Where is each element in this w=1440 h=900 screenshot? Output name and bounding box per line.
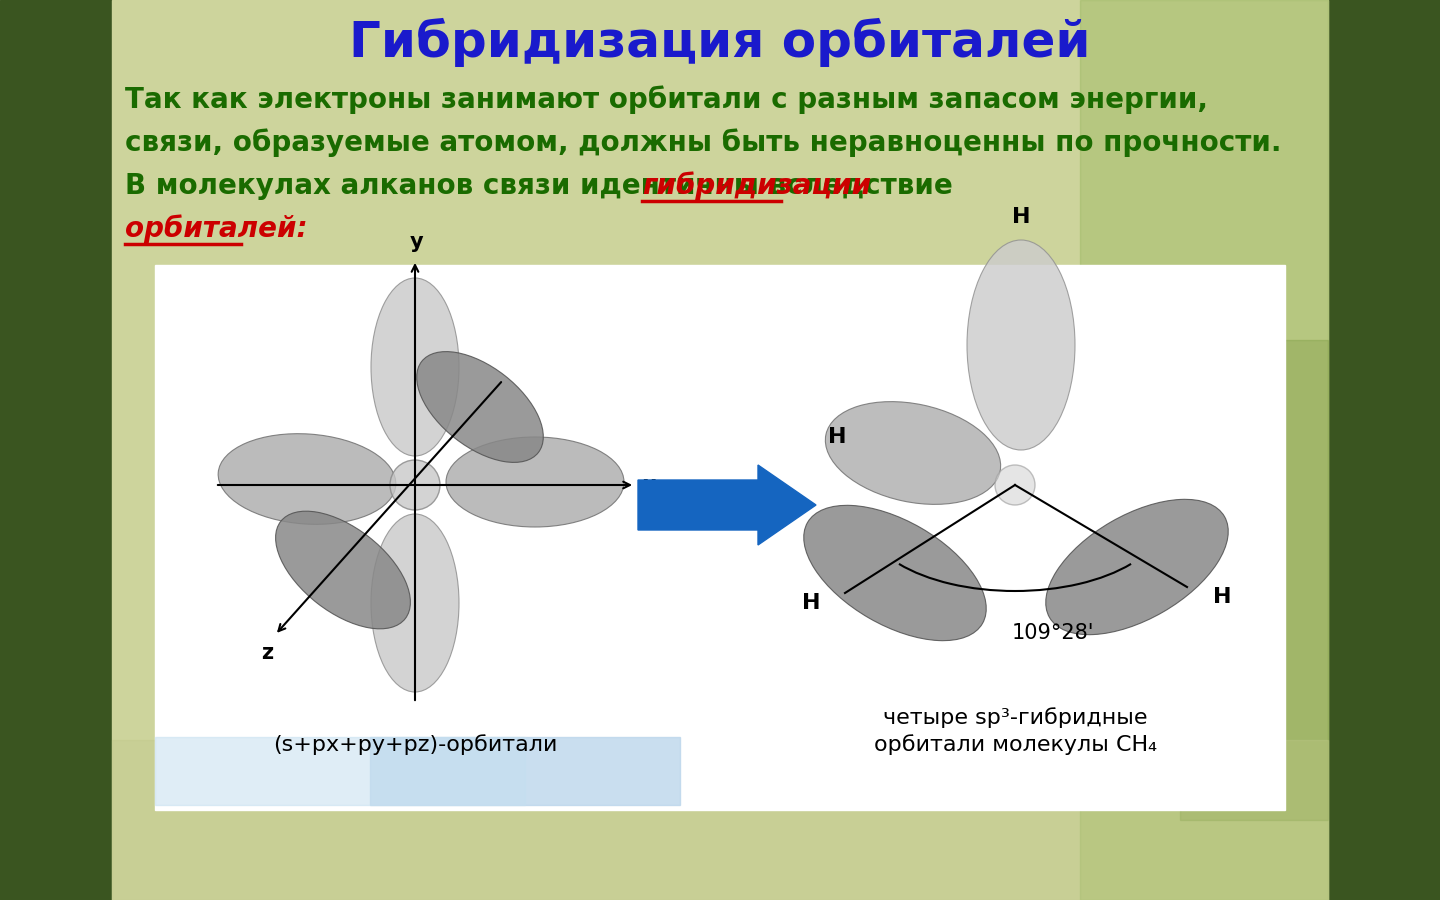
Ellipse shape	[1045, 500, 1228, 634]
Ellipse shape	[804, 505, 986, 641]
Ellipse shape	[995, 465, 1035, 505]
Bar	[370, 737, 680, 805]
Ellipse shape	[825, 401, 1001, 504]
Text: В молекулах алканов связи идентичны вследствие: В молекулах алканов связи идентичны всле…	[125, 172, 962, 200]
Text: четыре sp³-гибридные: четыре sp³-гибридные	[883, 707, 1148, 728]
Ellipse shape	[275, 511, 410, 629]
Text: 109°28': 109°28'	[1012, 623, 1094, 643]
Ellipse shape	[968, 240, 1076, 450]
Text: H: H	[1212, 587, 1231, 607]
Bar	[112, 740, 1328, 900]
Text: орбитали молекулы CH₄: орбитали молекулы CH₄	[874, 734, 1156, 755]
Text: гибридизации: гибридизации	[642, 172, 871, 201]
Text: x: x	[644, 475, 657, 495]
Bar	[156, 265, 1284, 810]
Text: Так как электроны занимают орбитали с разным запасом энергии,: Так как электроны занимают орбитали с ра…	[125, 86, 1208, 114]
Text: z: z	[261, 643, 274, 663]
Ellipse shape	[446, 437, 624, 527]
Ellipse shape	[416, 352, 543, 463]
FancyArrow shape	[638, 465, 816, 545]
Text: Гибридизация орбиталей: Гибридизация орбиталей	[350, 17, 1090, 67]
Bar	[156, 737, 526, 805]
Ellipse shape	[390, 460, 441, 510]
Ellipse shape	[219, 434, 396, 525]
Text: орбиталей:: орбиталей:	[125, 215, 308, 243]
Text: связи, образуемые атомом, должны быть неравноценны по прочности.: связи, образуемые атомом, должны быть не…	[125, 129, 1282, 158]
Bar	[0, 0, 112, 900]
Text: H: H	[1012, 207, 1030, 227]
Text: (s+px+py+pz)-орбитали: (s+px+py+pz)-орбитали	[272, 734, 557, 755]
Bar	[112, 0, 1328, 900]
Bar	[1179, 340, 1328, 820]
Bar	[1328, 0, 1440, 900]
Text: H: H	[802, 593, 819, 613]
Ellipse shape	[372, 278, 459, 456]
Text: y: y	[410, 232, 423, 252]
Text: H: H	[828, 427, 847, 447]
Ellipse shape	[372, 514, 459, 692]
Bar	[1080, 0, 1328, 900]
